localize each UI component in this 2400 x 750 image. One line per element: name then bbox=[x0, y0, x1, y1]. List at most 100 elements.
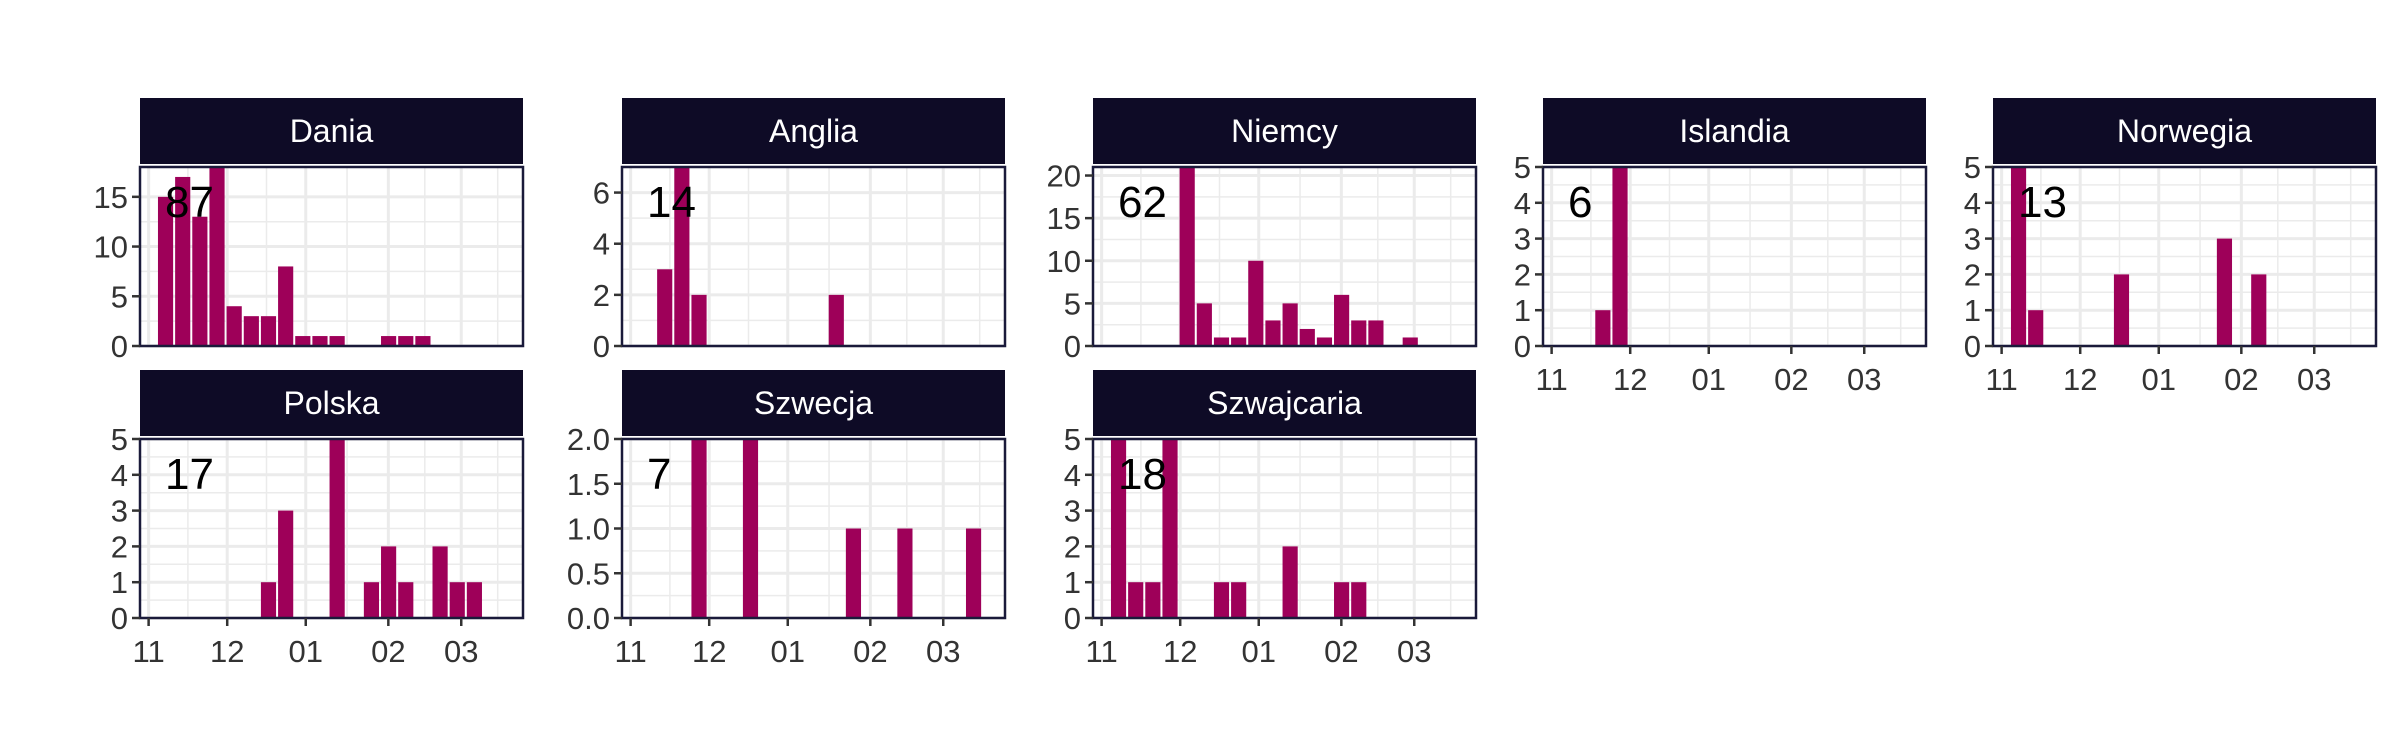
panel-total-count: 7 bbox=[647, 450, 671, 499]
y-tick-label: 5 bbox=[1514, 150, 1531, 185]
y-tick-label: 1.5 bbox=[567, 467, 610, 502]
x-tick-label: 11 bbox=[1986, 362, 2018, 397]
bar bbox=[1368, 320, 1384, 346]
bar bbox=[398, 336, 414, 346]
bar bbox=[828, 294, 844, 346]
y-tick-label: 1.0 bbox=[567, 512, 610, 547]
x-tick-label: 12 bbox=[692, 634, 726, 669]
bar bbox=[381, 336, 397, 346]
bar bbox=[209, 167, 225, 346]
bar bbox=[1231, 337, 1247, 346]
bar bbox=[845, 528, 862, 618]
panel-border bbox=[1091, 437, 1478, 620]
panel-total-count: 17 bbox=[165, 450, 214, 499]
bar bbox=[260, 316, 277, 346]
bar bbox=[415, 336, 431, 346]
x-tick-label: 12 bbox=[1613, 362, 1647, 397]
x-tick-label: 11 bbox=[1086, 634, 1118, 669]
y-tick-label: 0 bbox=[593, 329, 610, 364]
bar bbox=[691, 439, 707, 618]
panel-total-count: 13 bbox=[2018, 178, 2067, 227]
bar bbox=[1351, 582, 1367, 618]
x-tick-label: 03 bbox=[444, 634, 478, 669]
panel-anglia: Anglia 0 2 4 6 14 bbox=[593, 98, 1007, 364]
y-tick-label: 0 bbox=[111, 329, 128, 364]
x-tick-label: 02 bbox=[1324, 634, 1358, 669]
y-tick-label: 4 bbox=[1514, 186, 1531, 221]
panel-szwecja: Szwecja 0.0 0.5 1.0 1.5 2.0 11 12 01 02 03 7 bbox=[567, 370, 1007, 669]
panel-border bbox=[138, 437, 525, 620]
bar bbox=[2251, 274, 2267, 346]
x-tick-label: 12 bbox=[2063, 362, 2097, 397]
bar bbox=[363, 582, 380, 618]
bar bbox=[329, 439, 345, 618]
x-tick-label: 01 bbox=[1692, 362, 1726, 397]
bar bbox=[1213, 337, 1230, 346]
bar bbox=[192, 216, 208, 346]
y-tick-label: 1 bbox=[1964, 293, 1981, 328]
x-tick-label: 02 bbox=[371, 634, 405, 669]
bar bbox=[398, 582, 414, 618]
panel-total-count: 14 bbox=[647, 178, 696, 227]
bar bbox=[1334, 294, 1350, 346]
bar bbox=[329, 336, 345, 346]
panel-border bbox=[138, 165, 525, 348]
x-tick-label: 03 bbox=[2297, 362, 2331, 397]
panel-niemcy: Niemcy 0 5 10 15 20 62 bbox=[1047, 98, 1478, 364]
y-tick-label: 0 bbox=[1964, 329, 1981, 364]
y-tick-label: 15 bbox=[94, 180, 128, 215]
panel-title: Islandia bbox=[1679, 113, 1790, 149]
y-tick-label: 10 bbox=[94, 230, 128, 265]
bar bbox=[175, 176, 191, 346]
y-tick-label: 5 bbox=[1064, 286, 1081, 321]
bar bbox=[1231, 582, 1247, 618]
x-tick-label: 11 bbox=[1536, 362, 1568, 397]
panel-total-count: 62 bbox=[1118, 178, 1167, 227]
x-tick-label: 02 bbox=[853, 634, 887, 669]
panel-dania: Dania 0 5 10 15 87 bbox=[94, 98, 525, 364]
bar bbox=[1128, 582, 1144, 618]
y-tick-label: 0 bbox=[1064, 329, 1081, 364]
y-tick-label: 1 bbox=[111, 565, 128, 600]
y-tick-label: 1 bbox=[1514, 293, 1531, 328]
y-tick-label: 0 bbox=[111, 601, 128, 636]
y-tick-label: 5 bbox=[1964, 150, 1981, 185]
bar bbox=[1316, 337, 1333, 346]
x-tick-label: 01 bbox=[2142, 362, 2176, 397]
panel-title: Norwegia bbox=[2117, 113, 2252, 149]
bar bbox=[157, 196, 174, 346]
bar bbox=[1595, 310, 1611, 346]
y-tick-label: 0 bbox=[1064, 601, 1081, 636]
bar bbox=[278, 510, 294, 618]
y-tick-label: 15 bbox=[1047, 201, 1081, 236]
panel-strip bbox=[140, 370, 523, 436]
y-tick-label: 3 bbox=[1964, 222, 1981, 257]
y-tick-label: 3 bbox=[1064, 494, 1081, 529]
bar bbox=[691, 294, 707, 346]
bar bbox=[1351, 320, 1367, 346]
panel-strip bbox=[1093, 98, 1476, 164]
panel-strip bbox=[622, 370, 1005, 436]
bar bbox=[466, 582, 482, 618]
y-tick-label: 20 bbox=[1047, 159, 1081, 194]
panel-title: Dania bbox=[290, 113, 374, 149]
bar bbox=[1196, 303, 1212, 346]
x-tick-label: 01 bbox=[289, 634, 323, 669]
bar bbox=[1162, 439, 1178, 618]
y-tick-label: 4 bbox=[1064, 458, 1081, 493]
y-tick-label: 4 bbox=[593, 227, 610, 262]
bar bbox=[1248, 260, 1264, 346]
bar bbox=[897, 528, 913, 618]
x-tick-label: 02 bbox=[2224, 362, 2258, 397]
bar bbox=[243, 316, 259, 346]
y-tick-label: 6 bbox=[593, 176, 610, 211]
panel-strip bbox=[140, 98, 523, 164]
y-tick-label: 0.0 bbox=[567, 601, 610, 636]
bar bbox=[2028, 310, 2044, 346]
x-tick-label: 02 bbox=[1774, 362, 1808, 397]
bar bbox=[449, 582, 465, 618]
bar bbox=[260, 582, 277, 618]
